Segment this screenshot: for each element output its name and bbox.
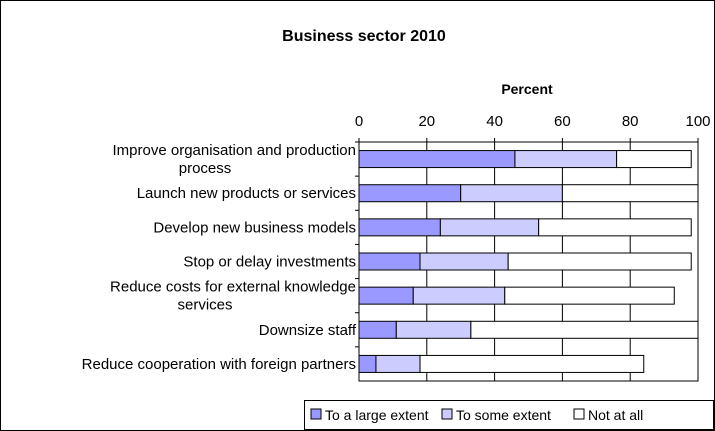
category-label: Develop new business models <box>153 219 356 236</box>
legend-swatch <box>441 408 453 420</box>
bar-segment <box>504 286 675 305</box>
category-label: services <box>177 297 232 314</box>
x-tick-label: 20 <box>418 113 435 130</box>
bar-segment <box>439 218 540 237</box>
x-axis-label: Percent <box>501 81 553 97</box>
bars <box>358 150 699 373</box>
category-label: Improve organisation and production <box>113 142 357 159</box>
legend-label: Not at all <box>588 407 643 423</box>
bar-segment <box>616 150 692 169</box>
bar-segment <box>460 184 563 203</box>
bar-segment <box>514 150 618 169</box>
bar-segment <box>358 354 377 373</box>
category-label: Reduce cooperation with foreign partners <box>82 356 356 373</box>
bar-segment <box>358 218 441 237</box>
bar-segment <box>507 252 692 271</box>
x-axis-ticks: 0 20 40 60 80 100 <box>355 113 711 348</box>
bar-segment <box>358 150 516 169</box>
category-label: process <box>179 160 232 177</box>
bar-segment <box>358 252 421 271</box>
legend-label: To some extent <box>456 407 551 423</box>
x-tick-label: 0 <box>355 113 363 130</box>
legend-swatch <box>310 408 322 420</box>
bar-segment <box>412 286 506 305</box>
bar-segment <box>375 354 421 373</box>
category-label: Launch new products or services <box>137 185 356 202</box>
x-tick-label: 60 <box>554 113 571 130</box>
bar-segment <box>395 320 472 339</box>
category-label: Reduce costs for external knowledge <box>110 279 356 296</box>
bar-segment <box>470 320 699 339</box>
category-label: Downsize staff <box>259 322 357 339</box>
bar-segment <box>419 252 509 271</box>
bar-segment <box>358 320 397 339</box>
legend-box <box>304 400 714 430</box>
chart-title: Business sector 2010 <box>282 28 446 45</box>
bar-segment <box>538 218 692 237</box>
bar-segment <box>561 184 699 203</box>
x-tick-label: 100 <box>685 113 710 130</box>
legend-swatch <box>573 408 585 420</box>
legend-label: To a large extent <box>325 407 429 423</box>
category-labels: Improve organisation and productionproce… <box>82 142 357 373</box>
bar-segment <box>358 286 414 305</box>
x-tick-label: 80 <box>622 113 639 130</box>
bar-segment <box>358 184 462 203</box>
bar-segment <box>419 354 645 373</box>
legend: To a large extent To some extent Not at al… <box>304 400 714 430</box>
category-label: Stop or delay investments <box>183 254 356 271</box>
x-tick-label: 40 <box>486 113 503 130</box>
